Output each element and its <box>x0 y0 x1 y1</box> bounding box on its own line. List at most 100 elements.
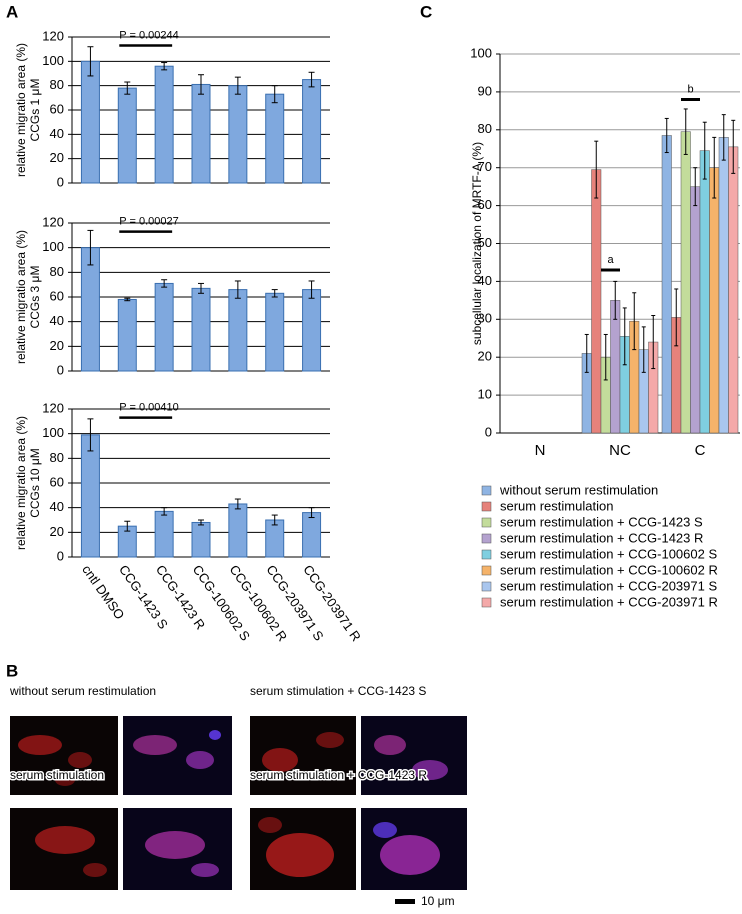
bar <box>265 519 285 558</box>
legend-label: serum restimulation + CCG-1423 R <box>500 530 703 545</box>
y-tick-label: 0 <box>485 424 492 439</box>
y-tick-label: 120 <box>42 214 64 229</box>
y-tick-label: 40 <box>50 313 64 328</box>
y-tick-label: 20 <box>50 150 64 165</box>
legend-swatch <box>481 549 492 560</box>
y-tick-label: 120 <box>42 28 64 43</box>
bar <box>80 434 100 558</box>
y-tick-label: 70 <box>478 159 492 174</box>
scale-bar <box>395 899 415 904</box>
scale-bar-label: 10 μm <box>421 894 455 908</box>
micrographs <box>10 716 467 890</box>
legend-swatch <box>481 565 492 576</box>
y-tick-label: 20 <box>478 349 492 364</box>
annotation: a <box>607 254 614 266</box>
bar <box>80 247 100 372</box>
y-axis-label: relative migratio area (%) <box>14 416 28 550</box>
x-tick-label: NC <box>609 442 631 459</box>
bar <box>117 87 137 184</box>
legend-label: serum restimulation + CCG-203971 R <box>500 594 718 609</box>
y-tick-label: 0 <box>57 548 64 563</box>
panel-label: B <box>6 661 18 680</box>
micrograph-label: serum stimulation <box>10 768 104 782</box>
bar <box>728 146 739 434</box>
bar <box>661 135 672 434</box>
y-tick-label: 40 <box>478 273 492 288</box>
x-tick-label: C <box>695 442 706 459</box>
bar <box>265 93 285 184</box>
y-tick-label: 30 <box>478 311 492 326</box>
bar <box>610 300 621 434</box>
legend-swatch <box>481 501 492 512</box>
y-tick-label: 0 <box>57 362 64 377</box>
y-tick-label: 100 <box>42 53 64 68</box>
y-tick-label: 90 <box>478 83 492 98</box>
y-tick-label: 80 <box>50 450 64 465</box>
legend-label: serum restimulation + CCG-203971 S <box>500 578 717 593</box>
micrograph-label: without serum restimulation <box>9 684 156 698</box>
y-axis-label: CCGs 10 μM <box>28 448 42 518</box>
bar <box>690 186 701 434</box>
y-tick-label: 60 <box>478 197 492 212</box>
bar <box>191 83 211 184</box>
bar <box>709 167 720 434</box>
bar <box>228 289 248 372</box>
bar <box>302 512 322 558</box>
bar <box>191 521 211 558</box>
micrograph-label: serum stimulation + CCG-1423 S <box>250 684 426 698</box>
y-tick-label: 80 <box>478 121 492 136</box>
bar <box>154 282 174 372</box>
legend-label: serum restimulation + CCG-100602 R <box>500 562 718 577</box>
y-axis-label: relative migratio area (%) <box>14 43 28 177</box>
y-tick-label: 10 <box>478 387 492 402</box>
bar <box>699 150 710 434</box>
legend-label: serum restimulation + CCG-1423 S <box>500 514 703 529</box>
legend-label: serum restimulation + CCG-100602 S <box>500 546 717 561</box>
panel-label: A <box>6 2 18 21</box>
y-tick-label: 100 <box>42 425 64 440</box>
y-axis-label: subcellular localization of MRTF-A (%) <box>470 142 484 345</box>
y-tick-label: 100 <box>470 45 492 60</box>
y-tick-label: 80 <box>50 77 64 92</box>
y-tick-label: 80 <box>50 264 64 279</box>
y-axis-label: CCGs 3 μM <box>28 266 42 329</box>
y-tick-label: 40 <box>50 499 64 514</box>
y-tick-label: 100 <box>42 239 64 254</box>
annotation: P = 0.00244 <box>119 29 178 41</box>
annotation: b <box>687 83 693 95</box>
legend-swatch <box>481 597 492 608</box>
x-tick-label: N <box>535 442 546 459</box>
bar <box>154 65 174 184</box>
bar <box>680 131 691 434</box>
bar <box>591 169 602 434</box>
bar <box>302 289 322 372</box>
bar <box>718 137 729 434</box>
annotation: P = 0.00410 <box>119 402 178 414</box>
legend-swatch <box>481 517 492 528</box>
y-tick-label: 20 <box>50 338 64 353</box>
y-tick-label: 60 <box>50 101 64 116</box>
y-axis-label: CCGs 1 μM <box>28 79 42 142</box>
y-tick-label: 60 <box>50 288 64 303</box>
y-tick-label: 20 <box>50 524 64 539</box>
bar <box>228 85 248 184</box>
y-tick-label: 50 <box>478 235 492 250</box>
bar <box>265 292 285 372</box>
legend-swatch <box>481 533 492 544</box>
annotation: P = 0.00027 <box>119 216 178 228</box>
bar <box>117 298 137 372</box>
y-tick-label: 120 <box>42 400 64 415</box>
legend-swatch <box>481 581 492 592</box>
y-tick-label: 40 <box>50 126 64 141</box>
panel-label: C <box>420 2 432 21</box>
legend-label: without serum restimulation <box>499 482 658 497</box>
y-tick-label: 60 <box>50 474 64 489</box>
legend-swatch <box>481 485 492 496</box>
bar <box>302 79 322 184</box>
bar <box>80 60 100 184</box>
micrograph-label: serum stimulation + CCG-1423 R <box>250 768 427 782</box>
legend-label: serum restimulation <box>500 498 613 513</box>
bar <box>191 287 211 372</box>
bar <box>154 510 174 558</box>
